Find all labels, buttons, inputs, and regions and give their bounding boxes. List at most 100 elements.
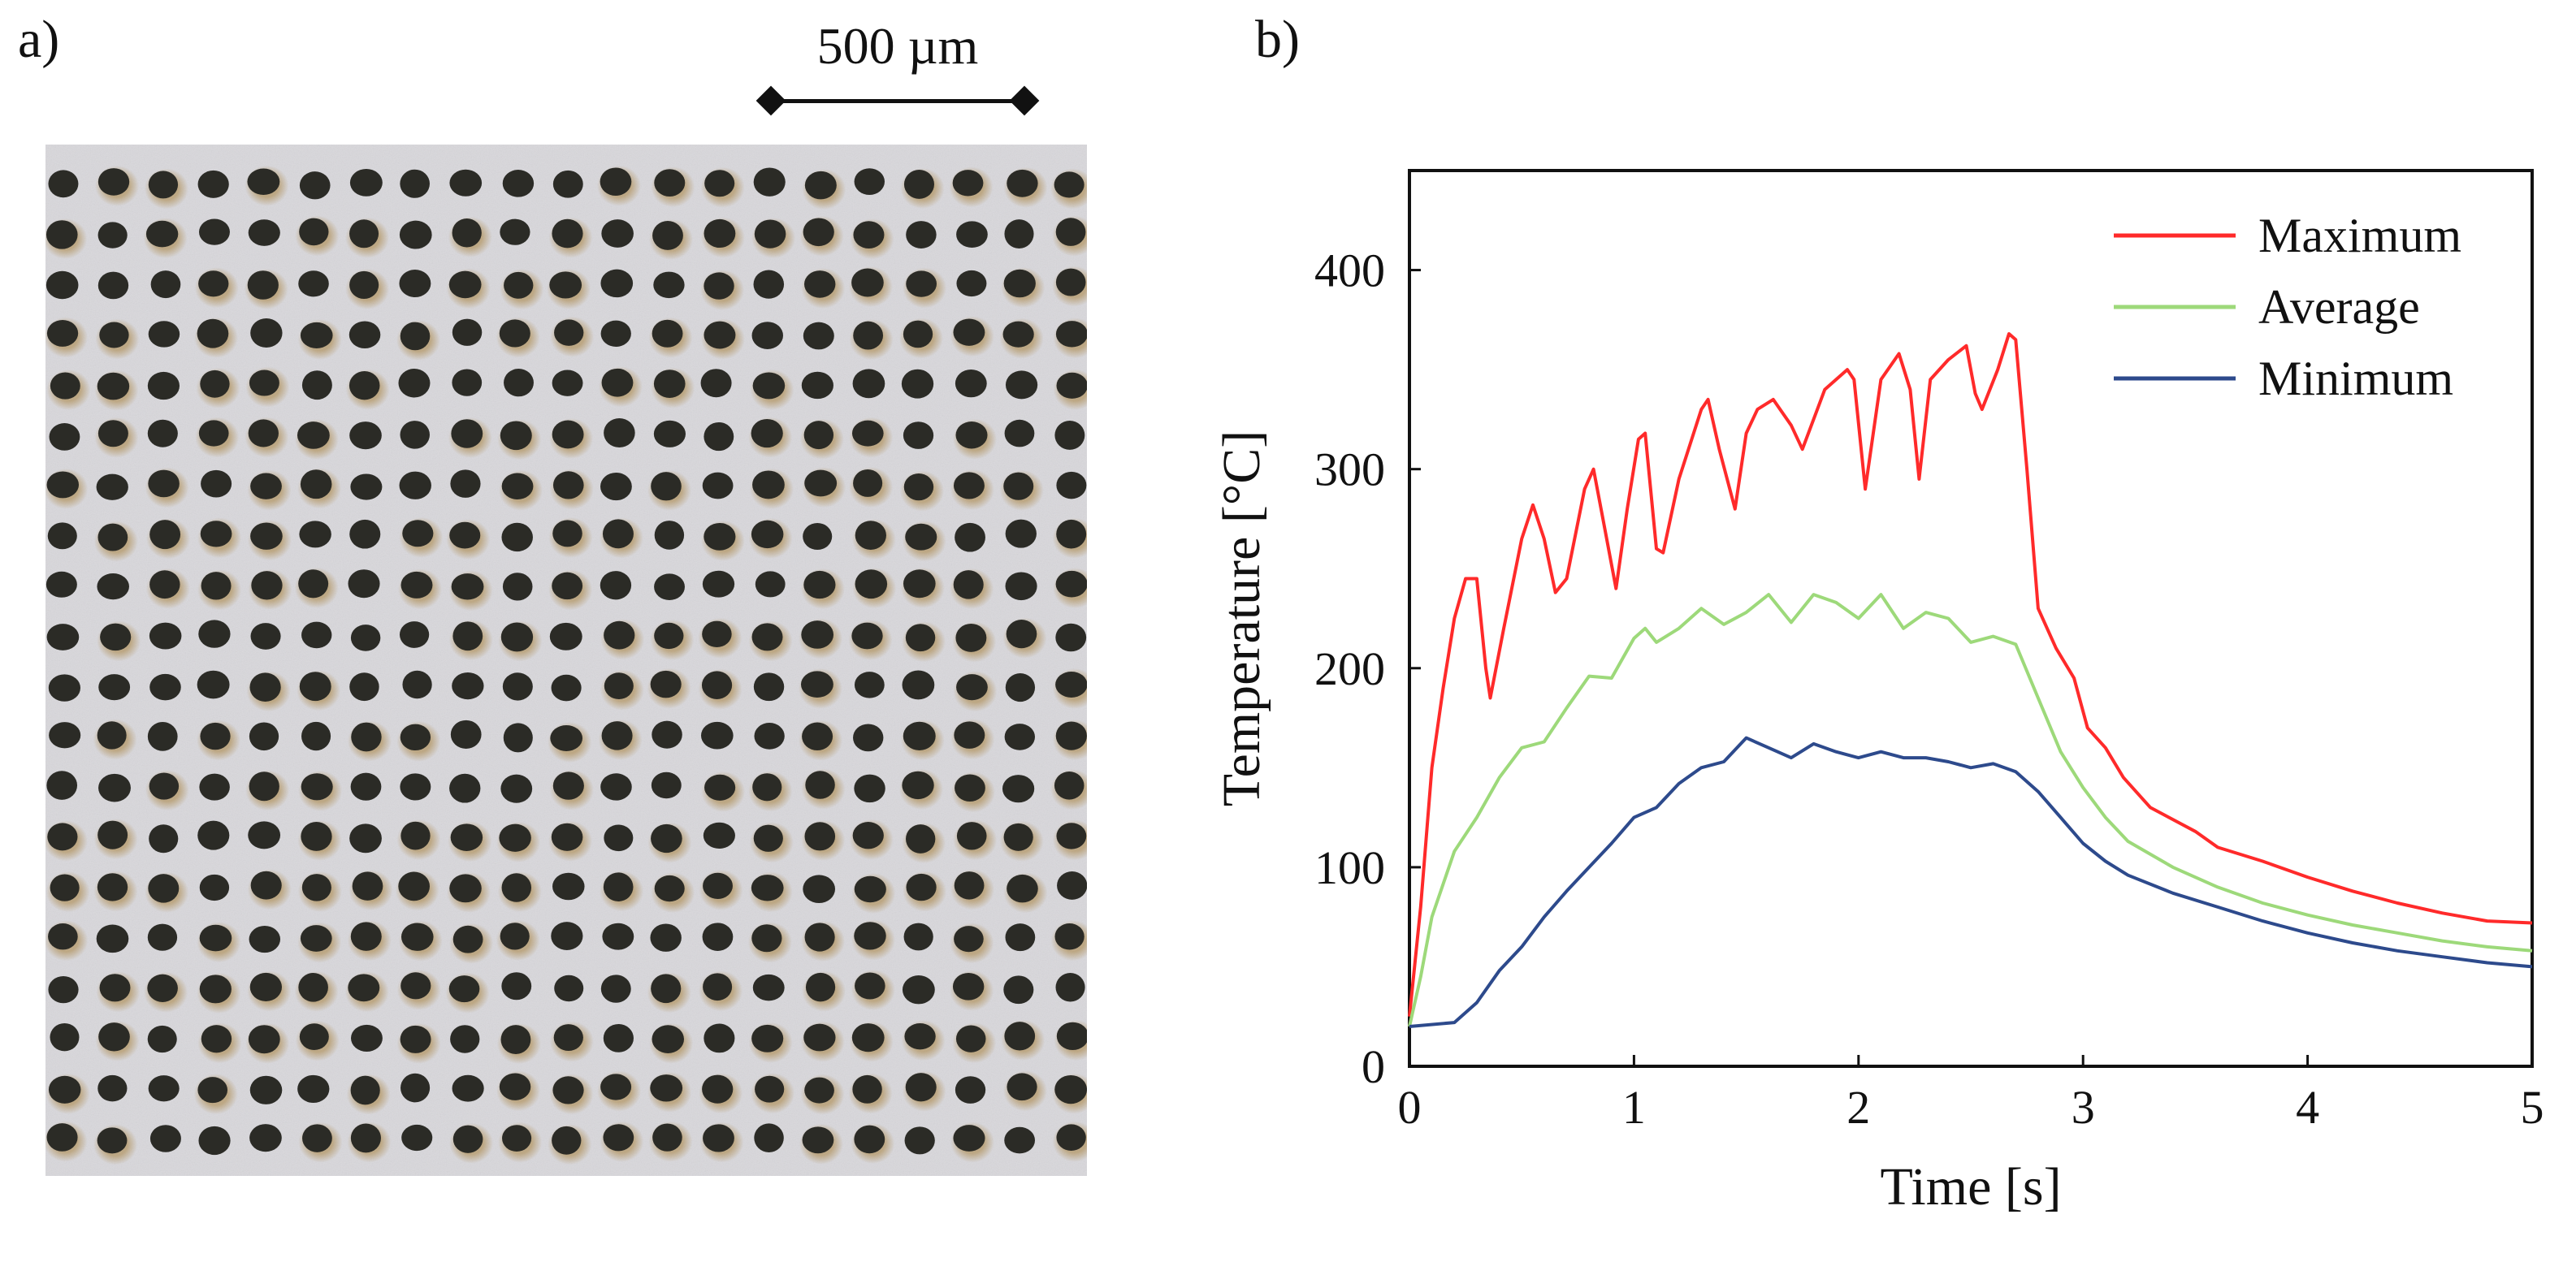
x-tick-label: 4 — [2296, 1081, 2319, 1134]
melt-dot — [399, 270, 431, 297]
melt-dot — [301, 822, 332, 851]
melt-dot — [906, 221, 937, 249]
melt-dot — [147, 923, 178, 951]
melt-dot — [702, 620, 732, 648]
melt-dot — [652, 319, 683, 348]
melt-dot — [501, 473, 534, 499]
melt-dot — [653, 271, 685, 299]
melt-dot — [952, 972, 985, 1001]
melt-dot — [45, 270, 79, 300]
melt-dot — [48, 674, 80, 702]
melt-dot — [651, 472, 682, 501]
melt-dot — [956, 674, 988, 701]
melt-dot — [804, 923, 835, 952]
melt-dot — [702, 1074, 734, 1104]
melt-dot — [1056, 519, 1087, 549]
melt-dot — [903, 721, 936, 750]
melt-dot — [1002, 321, 1034, 348]
melt-dot — [602, 923, 634, 950]
melt-dot — [96, 473, 128, 500]
melt-dot — [97, 820, 128, 849]
melt-dot — [450, 469, 481, 498]
melt-dot — [754, 1123, 784, 1153]
melt-dot — [552, 520, 582, 547]
y-axis: 0 100 200 300 400 — [1314, 244, 1421, 1093]
melt-dot — [554, 975, 584, 1002]
melt-dot — [349, 421, 382, 450]
melt-dot — [704, 321, 736, 349]
melt-dot — [805, 771, 835, 799]
plot-area-border — [1408, 169, 2534, 1068]
melt-dot — [197, 170, 229, 198]
melt-dot — [904, 1126, 935, 1155]
y-tick-label: 400 — [1314, 244, 1385, 297]
melt-dot — [753, 167, 786, 197]
melt-dot — [803, 875, 836, 904]
melt-dot — [201, 469, 232, 498]
melt-dot — [449, 773, 481, 803]
melt-dot — [401, 1124, 433, 1152]
melt-dot — [449, 521, 481, 549]
melt-dot — [149, 673, 181, 701]
melt-dot — [248, 219, 280, 246]
melt-dot — [854, 168, 885, 196]
melt-dot — [651, 823, 682, 854]
melt-dot — [400, 421, 430, 449]
melt-dot — [601, 219, 634, 248]
melt-dot — [97, 573, 129, 600]
melt-dot — [854, 774, 885, 803]
melt-dot — [402, 670, 432, 699]
melt-dot — [954, 926, 984, 953]
melt-dot — [452, 1125, 483, 1153]
series-line-minimum — [1409, 736, 2533, 1028]
melt-dot — [704, 170, 735, 197]
melt-dot — [349, 519, 381, 549]
melt-dot — [48, 975, 79, 1004]
melt-dot — [753, 270, 785, 299]
melt-dot — [400, 1073, 431, 1103]
melt-dot — [1056, 1124, 1086, 1152]
melt-dot — [703, 822, 735, 849]
melt-dot — [352, 871, 383, 901]
melt-dot — [450, 1025, 480, 1053]
melt-dot — [400, 821, 431, 850]
melt-dot — [1056, 471, 1087, 499]
melt-dot — [398, 871, 431, 901]
melt-dot — [601, 721, 633, 750]
melt-dot — [97, 372, 130, 400]
melt-dot — [754, 723, 785, 750]
melt-dot — [1005, 370, 1038, 400]
melt-dot — [652, 1025, 685, 1053]
scale-bar-line — [771, 99, 1024, 103]
melt-dot — [249, 925, 281, 953]
melt-dot — [247, 168, 280, 195]
melt-dot — [653, 370, 686, 399]
melt-dot — [652, 220, 683, 250]
melt-dot — [145, 220, 179, 248]
melt-dot — [1054, 923, 1085, 950]
melt-dot — [803, 270, 836, 298]
melt-dot — [600, 167, 632, 197]
melt-dot — [854, 875, 886, 903]
melt-dot — [46, 1123, 78, 1152]
melt-dot — [301, 621, 332, 649]
melt-dot — [552, 420, 584, 449]
melt-dot — [400, 322, 431, 351]
melt-dot — [552, 370, 583, 396]
melt-dot — [299, 218, 329, 246]
melt-dot — [853, 724, 884, 752]
melt-dot — [704, 272, 734, 300]
melt-dot — [955, 421, 988, 449]
melt-dot — [148, 1075, 180, 1102]
melt-dot — [150, 270, 181, 299]
melt-dot — [801, 371, 833, 400]
melt-dot — [603, 1023, 634, 1052]
series-lines — [1408, 332, 2533, 1028]
melt-dot — [1003, 472, 1034, 500]
melt-dot — [451, 419, 483, 448]
melt-dot — [953, 570, 984, 599]
melt-dot — [803, 218, 834, 247]
chart-svg: 0 1 2 3 4 5 0 100 200 300 400 Maximum Average Minim… — [1212, 169, 2544, 1217]
melt-dot — [902, 670, 935, 700]
melt-dot — [552, 1126, 582, 1155]
